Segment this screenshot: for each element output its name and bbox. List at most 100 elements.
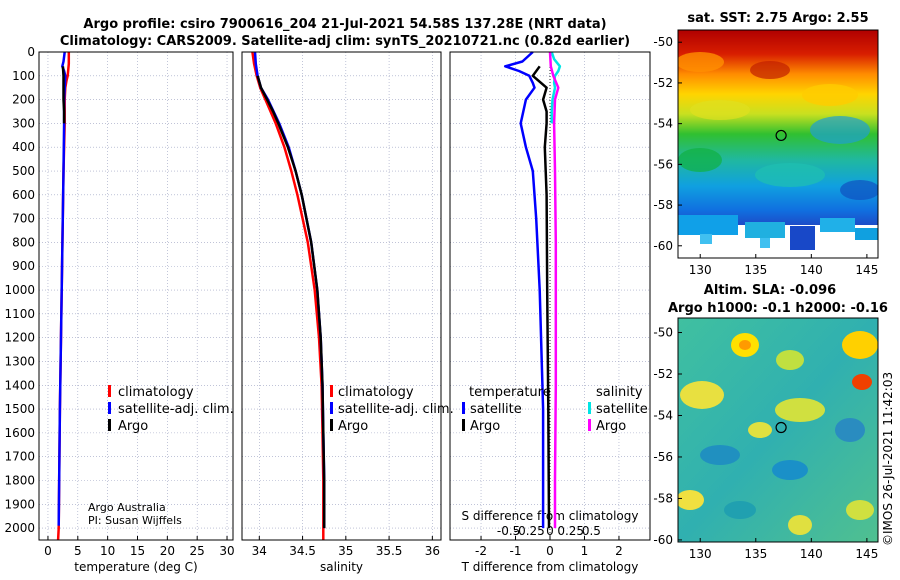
diff-legend-swatch-s-satellite: [588, 402, 591, 414]
lon-tick-label: 135: [744, 547, 767, 561]
x-tick-label: 20: [160, 544, 175, 558]
x-tick-label: 34.5: [289, 544, 316, 558]
series-line-t-argo: [531, 65, 551, 529]
x-tick-label: 0: [44, 544, 52, 558]
legend-label-climatology: climatology: [118, 385, 194, 400]
temperature-panel: 0100200300400500600700800900100011001200…: [4, 45, 234, 574]
lat-tick-label: -56: [653, 450, 673, 464]
diff-legend-swatch-t-argo: [462, 419, 465, 431]
sla-map-axes: -50 -52 -54 -56 -58 -60 130 135 140 145: [653, 326, 878, 561]
diff-legend-swatch-t-satellite: [462, 402, 465, 414]
sst-map-title: sat. SST: 2.75 Argo: 2.55: [687, 11, 868, 26]
y-tick-label: 1200: [4, 331, 35, 345]
x-tick-label: 2: [615, 544, 623, 558]
plot-area: [242, 52, 441, 540]
y-tick-label: 2000: [4, 521, 35, 535]
y-tick-label: 1000: [4, 283, 35, 297]
lat-tick-label: -56: [653, 157, 673, 171]
x-tick-label: 0: [546, 544, 554, 558]
diff-legend-label-s-satellite: satellite: [596, 402, 648, 417]
lon-tick-label: 130: [689, 263, 712, 277]
y-tick-label: 1900: [4, 497, 35, 511]
x2-tick-label: -0.25: [514, 524, 545, 538]
diff-legend-temperature-title: temperature: [469, 385, 551, 400]
x2-tick-label: -0.5: [497, 524, 520, 538]
diff-legend-salinity-title: salinity: [596, 385, 643, 400]
y-tick-label: 1300: [4, 354, 35, 368]
x-tick-label: 5: [74, 544, 82, 558]
plot-frame: [241, 51, 442, 541]
x2-tick-label: 0.5: [582, 524, 601, 538]
legend-label-argo: Argo: [338, 419, 368, 434]
sla-map-image: [678, 318, 878, 542]
float-location-marker: [775, 421, 787, 434]
sla-map-title-line2: Argo h1000: -0.1 h2000: -0.16: [668, 301, 888, 316]
float-location-marker: [775, 129, 787, 142]
salinity-panel: 34 34.5 35 35.5 36 salinity: [241, 51, 442, 574]
y-tick-label: 0: [27, 45, 35, 59]
legend-swatch-argo: [330, 419, 333, 431]
x-axis-label: T difference from climatology: [461, 560, 639, 574]
diff-legend-label-s-argo: Argo: [596, 419, 626, 434]
x-tick-label: 10: [100, 544, 115, 558]
y-tick-label: 100: [12, 69, 35, 83]
x2-tick-label: 0.25: [557, 524, 584, 538]
sst-map-axes: -50 -52 -54 -56 -58 -60 130 135 140 145: [653, 35, 878, 277]
lat-tick-label: -60: [653, 533, 673, 547]
x-axis-label: temperature (deg C): [74, 560, 197, 574]
y-tick-label: 1400: [4, 378, 35, 392]
diff-legend-label-t-satellite: satellite: [470, 402, 522, 417]
x-tick-label: 1: [581, 544, 589, 558]
lon-tick-label: 145: [855, 547, 878, 561]
legend-label-satellite: satellite-adj. clim.: [118, 402, 234, 417]
lon-tick-label: 135: [744, 263, 767, 277]
lat-tick-label: -50: [653, 35, 673, 49]
plot-frame: [38, 51, 234, 541]
series-line-s-argo: [548, 51, 560, 529]
x-tick-label: 34: [252, 544, 267, 558]
lon-tick-label: 140: [800, 263, 823, 277]
series-line-argo: [256, 75, 326, 529]
lat-tick-label: -60: [653, 239, 673, 253]
y-tick-label: 900: [12, 259, 35, 273]
y-tick-label: 600: [12, 188, 35, 202]
series-line-t-satellite: [503, 51, 545, 529]
diff-legend: temperature satellite Argo salinity sate…: [462, 385, 648, 434]
diff-legend-label-t-argo: Argo: [470, 419, 500, 434]
lon-tick-label: 130: [689, 547, 712, 561]
legend-label-satellite: satellite-adj. clim.: [338, 402, 454, 417]
legend-swatch-climatology: [108, 385, 111, 397]
diff-legend-swatch-s-argo: [588, 419, 591, 431]
legend-label-climatology: climatology: [338, 385, 414, 400]
timestamp: ©IMOS 26-Jul-2021 11:42:03: [881, 372, 895, 546]
credit-line2: PI: Susan Wijffels: [88, 514, 182, 527]
figure-title-line2: Climatology: CARS2009. Satellite-adj cli…: [60, 34, 630, 49]
lat-tick-label: -50: [653, 326, 673, 340]
legend-swatch-satellite: [330, 402, 333, 414]
x-tick-label: 25: [190, 544, 205, 558]
sst-map-image: [678, 30, 878, 258]
y-tick-label: 1500: [4, 402, 35, 416]
legend-swatch-climatology: [330, 385, 333, 397]
x-tick-label: 30: [219, 544, 234, 558]
x2-tick-label: 0: [546, 524, 554, 538]
sla-map-title-line1: Altim. SLA: -0.096: [704, 283, 836, 298]
legend-swatch-argo: [108, 419, 111, 431]
y-tick-label: 1800: [4, 473, 35, 487]
plot-frame: [449, 51, 651, 541]
y-tick-label: 1600: [4, 426, 35, 440]
y-tick-label: 200: [12, 93, 35, 107]
y-tick-label: 800: [12, 235, 35, 249]
legend-swatch-satellite: [108, 402, 111, 414]
y-tick-label: 1700: [4, 450, 35, 464]
lat-tick-label: -52: [653, 367, 673, 381]
x-tick-label: 36: [425, 544, 440, 558]
x-tick-label: 35.5: [376, 544, 403, 558]
lon-tick-label: 145: [855, 263, 878, 277]
legend-label-argo: Argo: [118, 419, 148, 434]
lat-tick-label: -58: [653, 491, 673, 505]
y-tick-label: 500: [12, 164, 35, 178]
